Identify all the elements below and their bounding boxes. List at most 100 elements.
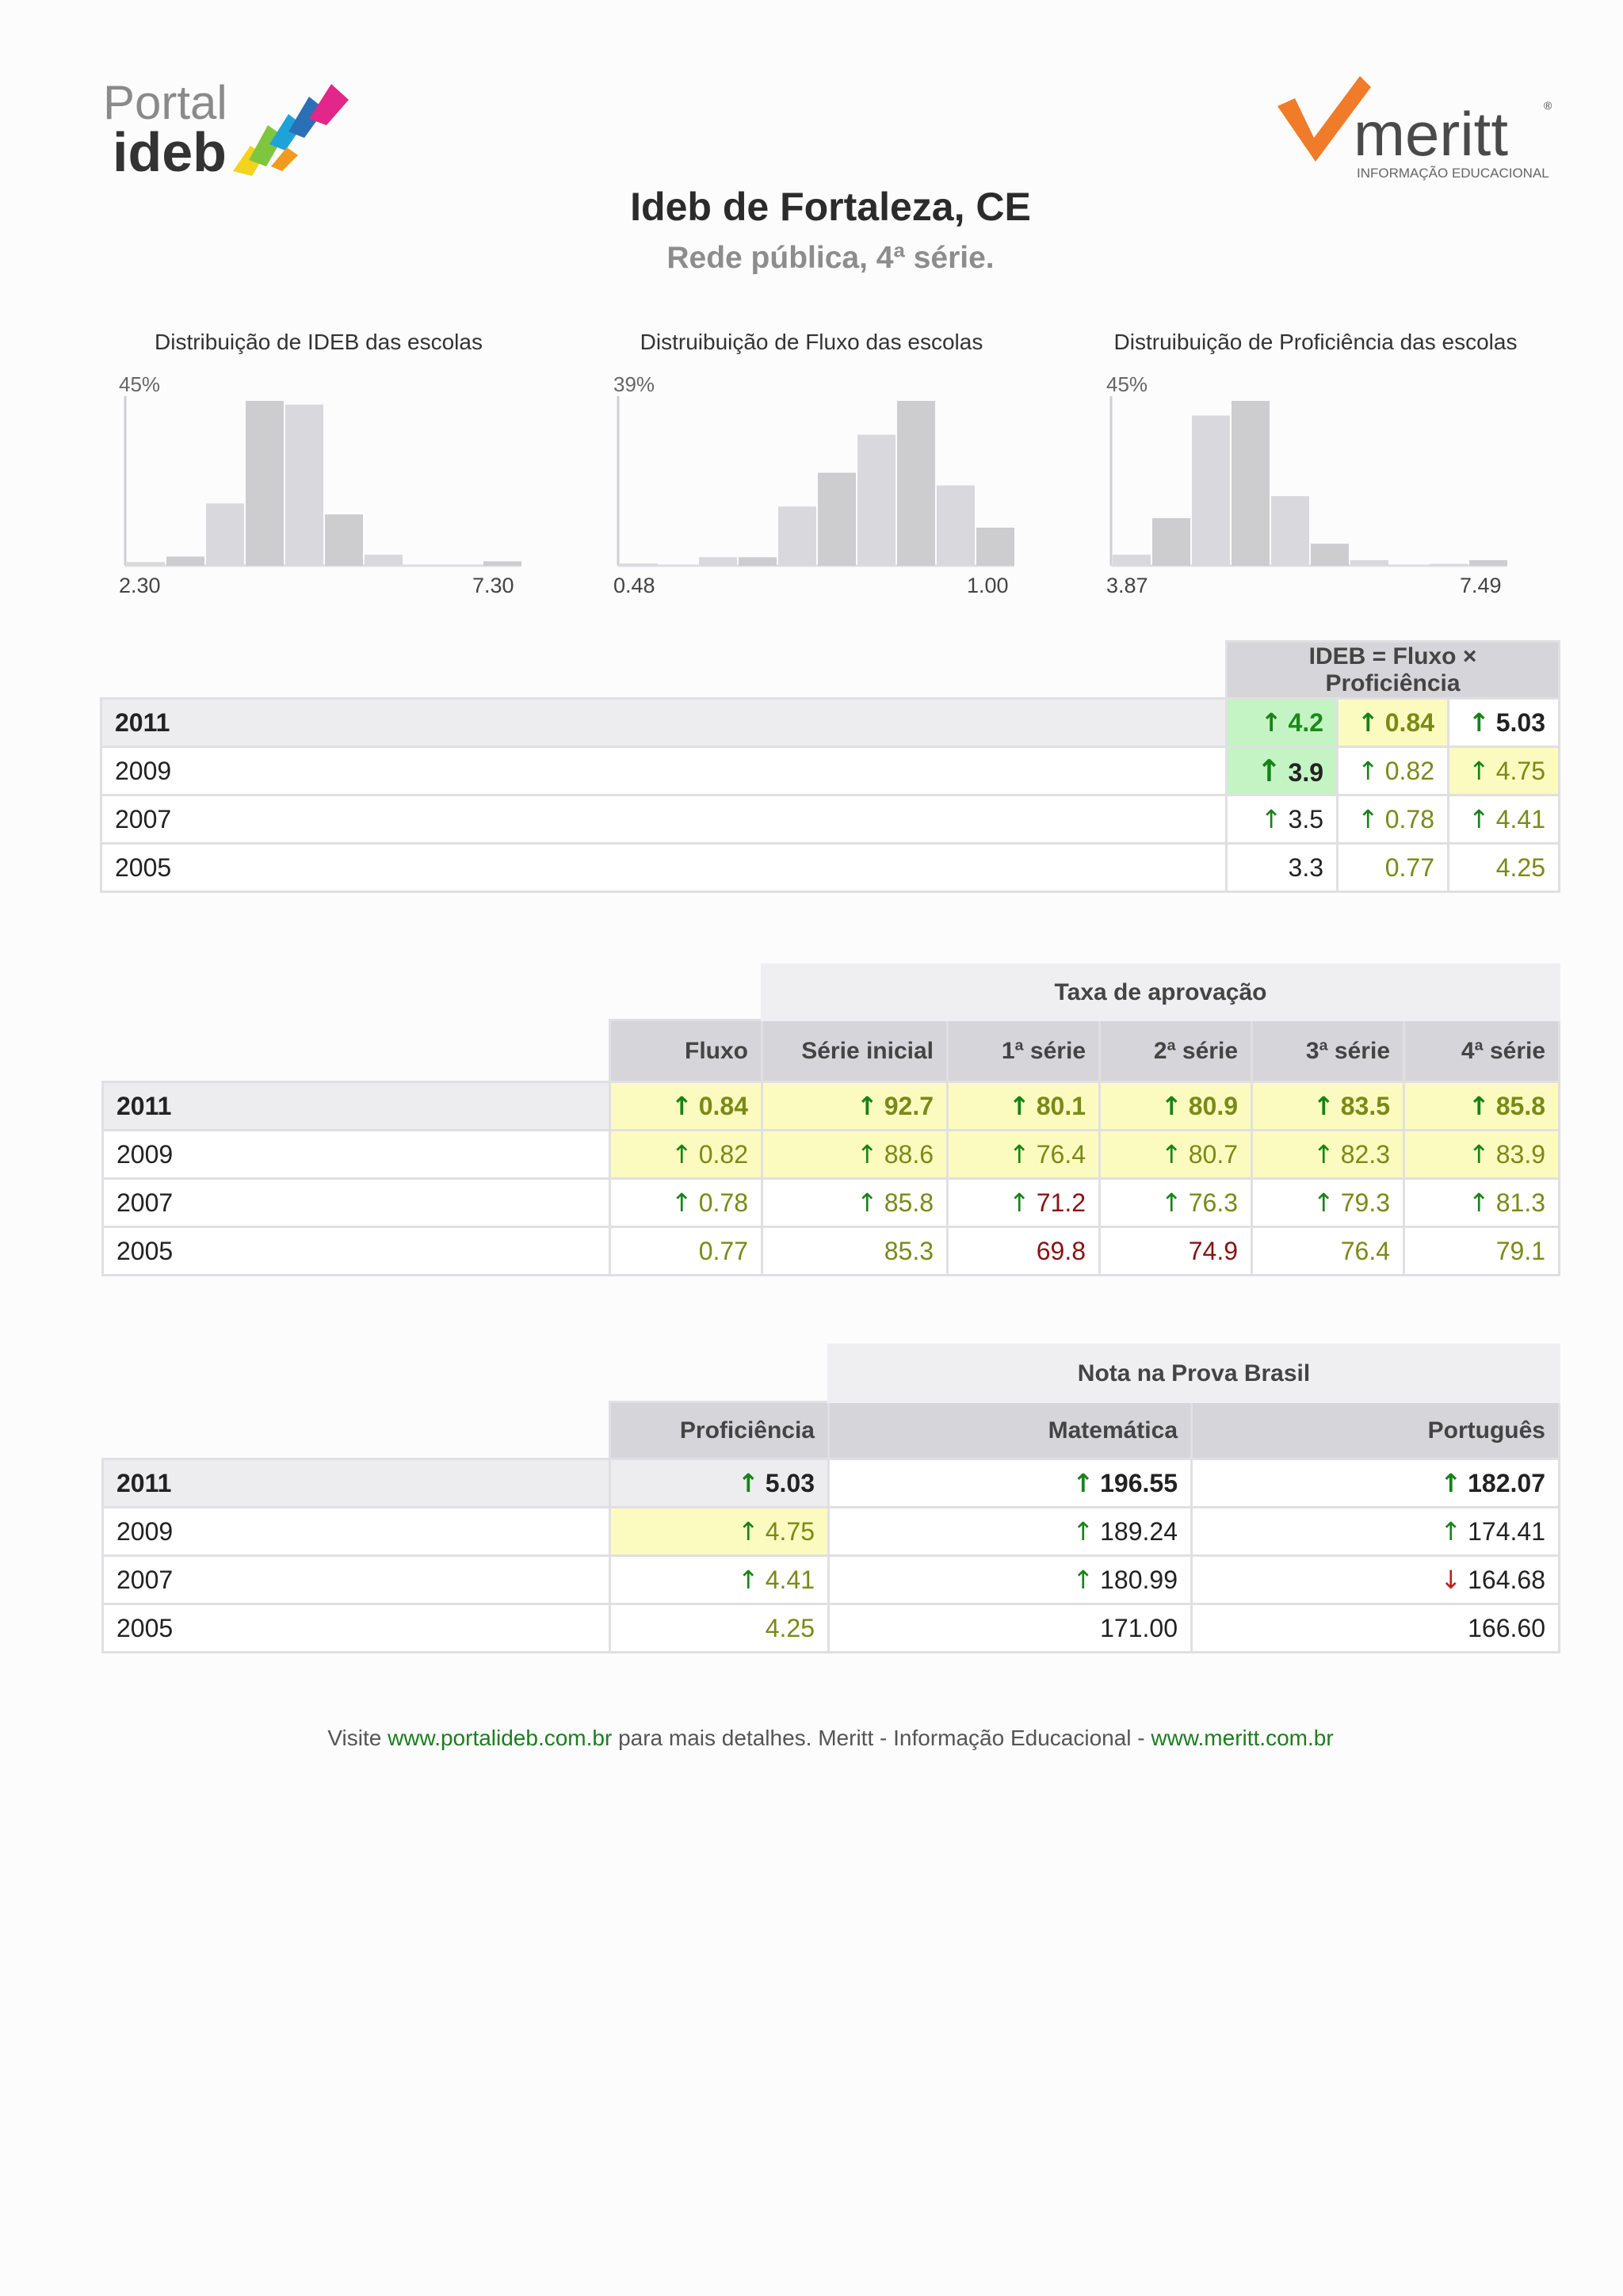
arrow-up-icon: ↑ <box>1160 1188 1182 1218</box>
arrow-up-icon: ↑ <box>1468 1188 1490 1218</box>
arrow-up-icon: ↑ <box>1468 1091 1490 1121</box>
histogram-min-x: 3.87 <box>1106 574 1148 597</box>
arrow-down-icon: ↓ <box>1440 1565 1462 1595</box>
year-cell: 2011 <box>101 1081 611 1131</box>
prova-group-header: Nota na Prova Brasil <box>827 1344 1560 1403</box>
arrow-up-icon: ↑ <box>856 1139 878 1169</box>
year-cell: 2011 <box>100 697 1228 748</box>
logo-ideb-text: ideb <box>113 121 227 183</box>
histogram-max-x: 7.49 <box>1460 574 1502 597</box>
arrow-up-icon: ↑ <box>1468 1139 1490 1169</box>
year-cell: 2007 <box>100 794 1228 845</box>
column-header: 1ª série <box>946 1019 1101 1083</box>
column-header: 3ª série <box>1251 1019 1405 1083</box>
arrow-up-icon: ↑ <box>1357 804 1379 834</box>
year-cell: 2009 <box>101 1129 611 1180</box>
value-cell: ↑ 80.1 <box>946 1081 1101 1131</box>
column-header: Série inicial <box>761 1019 949 1083</box>
histogram-bar <box>778 506 816 566</box>
table-row: 2005 4.25 171.00 166.60 <box>101 1603 1560 1653</box>
ideb-formula-header: IDEB = Fluxo × Proficiência <box>1224 640 1561 700</box>
arrow-up-icon: ↑ <box>1357 707 1379 738</box>
histogram-title: Distruibuição de Fluxo das escolas <box>640 330 983 354</box>
histogram-bar <box>699 557 737 566</box>
value-cell: ↑ 85.8 <box>761 1177 949 1228</box>
value-cell: ↑ 196.55 <box>827 1458 1193 1508</box>
table-row: 2009 ↑ 4.75 ↑ 189.24 ↑ 174.41 <box>101 1506 1560 1557</box>
page-title: Ideb de Fortaleza, CE <box>630 185 1031 229</box>
histogram-bar <box>976 528 1014 566</box>
histogram-bar <box>1311 543 1349 566</box>
arrow-up-icon: ↑ <box>856 1188 878 1218</box>
histogram-bar <box>857 434 896 566</box>
histogram-bar <box>739 557 777 566</box>
arrow-up-icon: ↑ <box>1072 1565 1094 1595</box>
year-cell: 2009 <box>100 746 1228 796</box>
histogram-max-x: 7.30 <box>472 574 514 597</box>
arrow-up-icon: ↑ <box>1312 1139 1335 1169</box>
value-cell: 85.3 <box>761 1226 949 1276</box>
value-cell: ↑ 81.3 <box>1402 1177 1561 1228</box>
arrow-up-icon: ↑ <box>1008 1188 1030 1218</box>
table-row: 2011 ↑ 5.03 ↑ 196.55 ↑ 182.07 <box>101 1458 1560 1508</box>
fluxo-cell: ↑ 0.78 <box>1336 794 1449 845</box>
logo-portal-text: Portal <box>103 76 227 129</box>
value-cell: ↑ 71.2 <box>946 1177 1101 1228</box>
column-header: Matemática <box>827 1401 1193 1460</box>
histogram-bar <box>1350 560 1388 566</box>
value-cell: ↑ 0.78 <box>609 1177 763 1228</box>
aprovacao-table: Taxa de aprovação Fluxo Série inicial 1ª… <box>101 963 1561 1276</box>
aprovacao-group-header: Taxa de aprovação <box>760 963 1561 1021</box>
histogram-bar <box>285 404 323 566</box>
year-cell: 2005 <box>101 1603 611 1653</box>
histogram-min-x: 0.48 <box>613 574 655 597</box>
table-row: 2007 ↑ 4.41 ↑ 180.99 ↓ 164.68 <box>101 1554 1560 1605</box>
year-cell: 2005 <box>100 842 1228 893</box>
proficiencia-cell: ↑ 4.75 <box>1446 746 1561 796</box>
histogram-max-label: 39% <box>613 372 655 396</box>
column-header: 4ª série <box>1402 1019 1561 1083</box>
histogram-bar <box>1271 496 1309 566</box>
value-cell: ↑ 76.4 <box>946 1129 1101 1180</box>
value-cell: ↑ 92.7 <box>761 1081 949 1131</box>
value-cell: ↑ 80.7 <box>1098 1129 1253 1180</box>
portal-ideb-logo: Portal ideb <box>101 73 371 192</box>
value-cell: ↑ 180.99 <box>827 1554 1193 1605</box>
proficiencia-cell: 4.25 <box>1446 842 1561 893</box>
value-cell: ↑ 189.24 <box>827 1506 1193 1557</box>
arrow-up-icon: ↑ <box>1468 707 1490 738</box>
arrow-up-icon: ↑ <box>1312 1091 1335 1121</box>
prova-brasil-table: Nota na Prova Brasil Proficiência Matemá… <box>101 1344 1560 1653</box>
value-cell: ↑ 82.3 <box>1251 1129 1405 1180</box>
histogram-max-label: 45% <box>1106 372 1148 396</box>
fluxo-cell: ↑ 0.84 <box>1336 697 1449 748</box>
histogram-bar <box>937 485 975 566</box>
footer: Visite www.portalideb.com.br para mais d… <box>327 1726 1334 1750</box>
year-cell: 2005 <box>101 1226 611 1276</box>
histogram-chart <box>124 396 521 567</box>
value-cell: ↑ 0.82 <box>609 1129 763 1180</box>
value-cell: 74.9 <box>1098 1226 1253 1276</box>
histogram-bar <box>1430 563 1468 566</box>
arrow-up-icon: ↑ <box>1260 804 1282 834</box>
histogram-bar <box>483 561 521 566</box>
table-row: 2009 ↑ 0.82 ↑ 88.6 ↑ 76.4 ↑ 80.7 ↑ 82.3 ↑ 83.9 <box>101 1129 1561 1180</box>
arrow-up-icon: ↑ <box>1468 756 1490 786</box>
meritt-link[interactable]: www.meritt.com.br <box>1151 1726 1334 1750</box>
table-row: 2005 3.3 0.77 4.25 <box>100 842 1561 893</box>
value-cell: ↑ 80.9 <box>1098 1081 1253 1131</box>
table-row: 2007 ↑ 3.5 ↑ 0.78 ↑ 4.41 <box>100 794 1561 845</box>
year-cell: 2007 <box>101 1554 611 1605</box>
arrow-up-icon: ↑ <box>670 1139 693 1169</box>
histogram-title: Distruibuição de Proficiência das escola… <box>1113 330 1518 354</box>
value-cell: ↑ 76.3 <box>1098 1177 1253 1228</box>
fluxo-cell: ↑ 0.82 <box>1336 746 1449 796</box>
meritt-logo: meritt ® INFORMAÇÃO EDUCACIONAL <box>1277 73 1563 192</box>
portalideb-link[interactable]: www.portalideb.com.br <box>388 1726 613 1750</box>
table-row: 2005 0.77 85.3 69.8 74.9 76.4 79.1 <box>101 1226 1561 1276</box>
value-cell: 4.25 <box>609 1603 830 1653</box>
ideb-table: IDEB = Fluxo × Proficiência 2011 ↑ 4.2 ↑ 0… <box>100 640 1561 893</box>
arrow-up-icon: ↑ <box>1440 1468 1462 1498</box>
arrow-up-icon: ↑ <box>737 1468 759 1498</box>
histogram-bar <box>206 503 244 566</box>
